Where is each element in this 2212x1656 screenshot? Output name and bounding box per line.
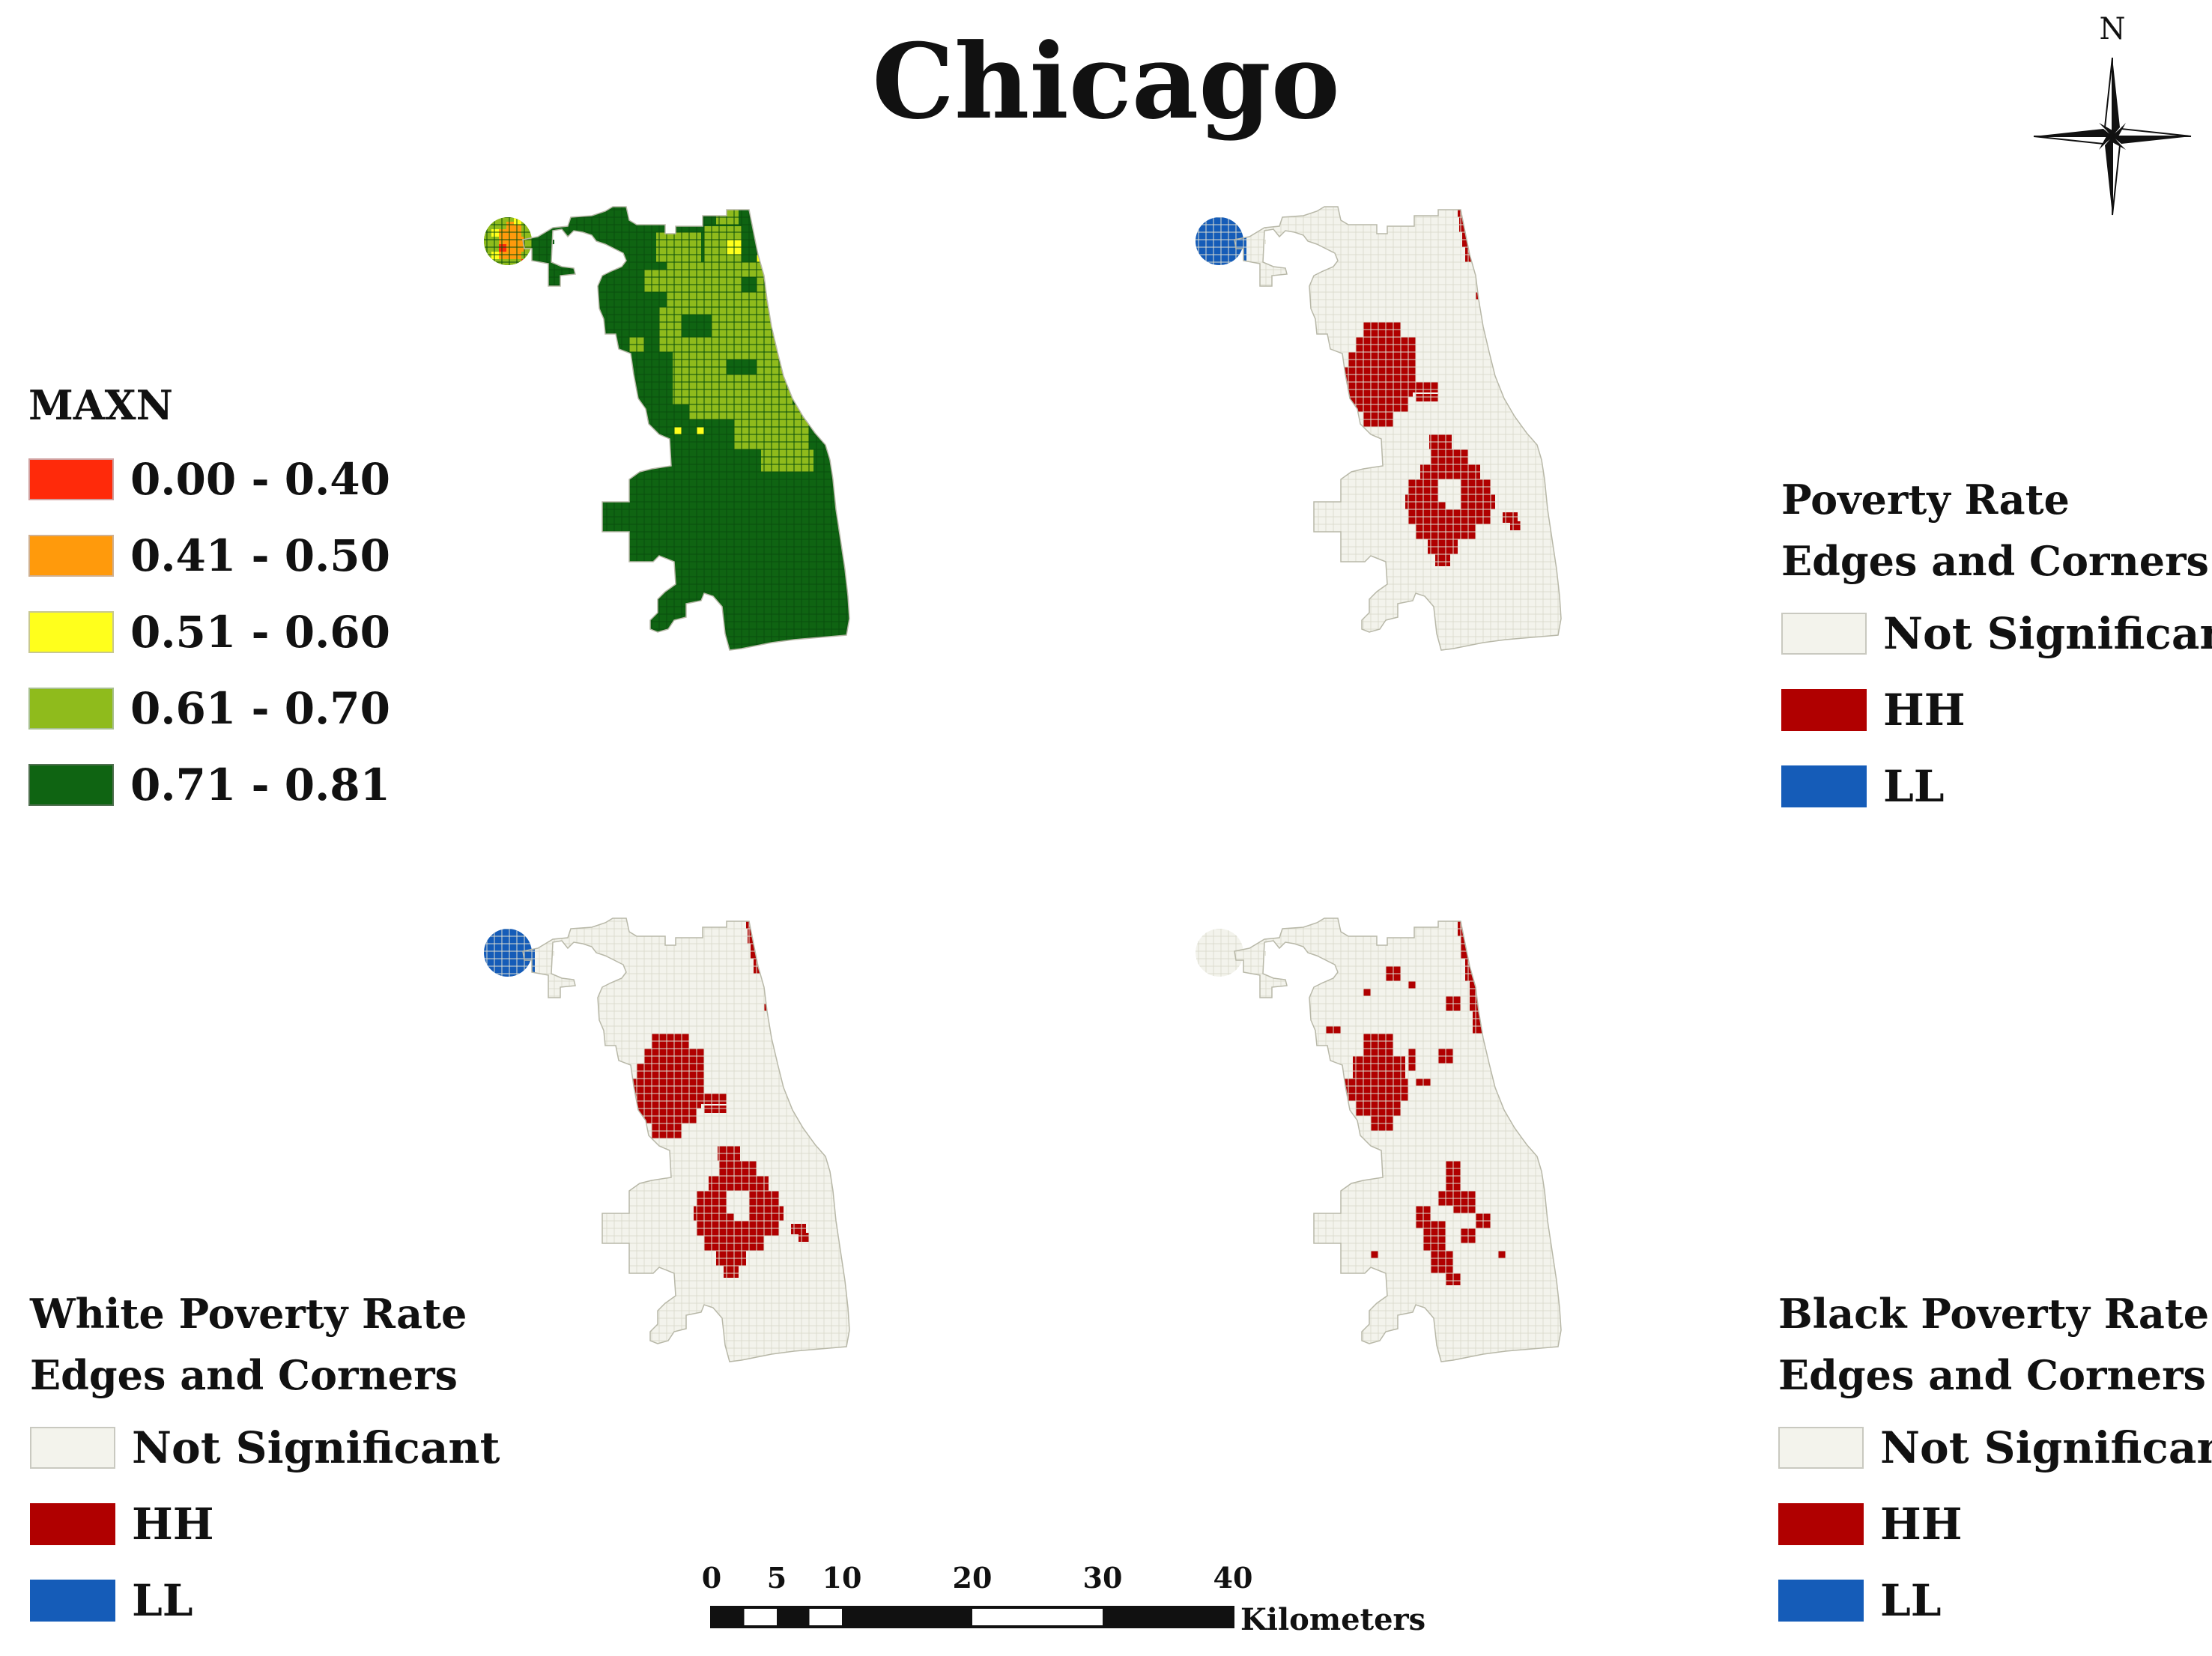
city-outline <box>522 918 850 1362</box>
north-label: N <box>2100 12 2126 46</box>
legend-swatch <box>1778 1580 1864 1622</box>
legend-label: 0.61 - 0.70 <box>130 683 390 734</box>
legend-item: 0.71 - 0.81 <box>28 758 390 834</box>
legend-item: Not Significant <box>30 1421 500 1497</box>
maxn-legend-title: MAXN <box>28 381 173 429</box>
legend-item: 0.61 - 0.70 <box>28 682 390 758</box>
map-body <box>1196 918 1561 1362</box>
poverty-rate-legend: Poverty Rate Edges and Corners Not Signi… <box>1781 469 2212 836</box>
legend-swatch <box>28 764 114 806</box>
maxn-cell-0-61-0-70 <box>592 247 614 262</box>
maxn-map <box>484 206 850 651</box>
legend-label: 0.71 - 0.81 <box>130 759 390 810</box>
legend-swatch <box>1778 1503 1864 1545</box>
legend-label: HH <box>1880 1499 1963 1550</box>
grid-lines <box>484 207 849 650</box>
black-poverty-rate-legend: Black Poverty Rate Edges and Corners Not… <box>1778 1283 2212 1650</box>
legend-title: Black Poverty Rate <box>1778 1290 2210 1338</box>
white-poverty-rate-map <box>484 918 850 1362</box>
grid-lines <box>484 918 849 1362</box>
legend-item: LL <box>1778 1574 2209 1650</box>
legend-label: 0.41 - 0.50 <box>130 530 390 581</box>
legend-swatch <box>28 458 114 500</box>
legend-swatch <box>1781 689 1867 731</box>
legend-swatch <box>1781 765 1867 807</box>
legend-item: Not Significant <box>1778 1421 2212 1497</box>
legend-label: Not Significant <box>1883 608 2212 659</box>
legend-item: HH <box>1778 1497 2209 1574</box>
legend-item: 0.41 - 0.50 <box>28 529 390 605</box>
legend-swatch <box>28 535 114 577</box>
legend-swatch <box>1778 1427 1864 1469</box>
scale-tick-label: 10 <box>822 1561 862 1595</box>
city-outline <box>1234 206 1562 651</box>
legend-swatch <box>30 1503 115 1545</box>
scale-tick-label: 40 <box>1213 1561 1253 1595</box>
black-poverty-rate-map <box>1196 918 1562 1362</box>
city-outline <box>1234 918 1562 1362</box>
legend-item: LL <box>1781 759 2209 836</box>
scale-tick-label: 0 <box>702 1561 721 1595</box>
grid-lines <box>1196 207 1561 650</box>
legend-label: HH <box>1883 685 1966 736</box>
legend-swatch <box>30 1580 115 1622</box>
legend-swatch <box>1781 613 1867 655</box>
legend-title: Poverty Rate <box>1781 476 2070 524</box>
white-poverty-rate-legend: White Poverty Rate Edges and Corners Not… <box>30 1283 500 1650</box>
poverty-rate-map <box>1196 206 1562 651</box>
legend-label: LL <box>132 1575 193 1626</box>
legend-swatch <box>30 1427 115 1469</box>
legend-subtitle: Edges and Corners <box>1778 1351 2206 1399</box>
north-arrow-icon: N <box>2033 12 2192 216</box>
legend-subtitle: Edges and Corners <box>1781 537 2209 585</box>
scale-tick-label: 20 <box>953 1561 993 1595</box>
maxn-legend: MAXN 0.00 - 0.40 0.41 - 0.50 0.51 - 0.60… <box>28 374 390 834</box>
legend-label: Not Significant <box>132 1422 500 1473</box>
scale-unit-label: Kilometers <box>1240 1602 1425 1637</box>
legend-label: LL <box>1880 1575 1942 1626</box>
map-body <box>1196 207 1561 650</box>
scale-tick-label: 5 <box>767 1561 787 1595</box>
legend-label: LL <box>1883 761 1945 812</box>
legend-label: Not Significant <box>1880 1422 2212 1473</box>
map-body <box>484 918 849 1362</box>
scale-tick-label: 30 <box>1083 1561 1123 1595</box>
grid-lines <box>1196 918 1561 1362</box>
legend-title: White Poverty Rate <box>30 1290 467 1338</box>
legend-subtitle: Edges and Corners <box>30 1351 458 1399</box>
legend-item: Not Significant <box>1781 607 2212 683</box>
legend-item: 0.00 - 0.40 <box>28 452 390 529</box>
map-title: Chicago <box>872 20 1340 142</box>
legend-label: 0.00 - 0.40 <box>130 454 390 505</box>
city-outline <box>522 206 850 651</box>
legend-label: 0.51 - 0.60 <box>130 607 390 658</box>
legend-swatch <box>28 611 114 653</box>
legend-item: LL <box>30 1574 467 1650</box>
scale-bar: 0 5 10 20 30 40 Kilometers <box>702 1561 1425 1637</box>
legend-item: HH <box>30 1497 467 1574</box>
legend-item: 0.51 - 0.60 <box>28 605 390 682</box>
map-body <box>484 207 849 650</box>
legend-item: HH <box>1781 683 2209 759</box>
legend-swatch <box>28 688 114 730</box>
legend-label: HH <box>132 1499 214 1550</box>
